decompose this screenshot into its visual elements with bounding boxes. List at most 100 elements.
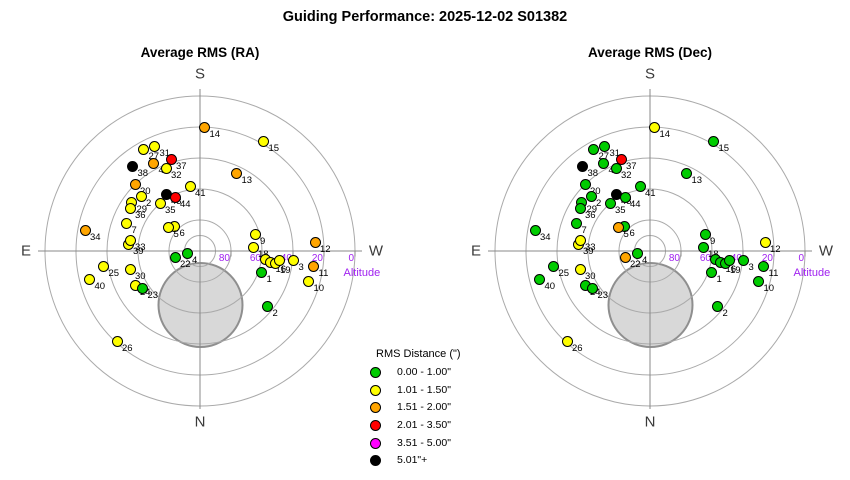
data-point-label: 30 bbox=[135, 271, 146, 282]
data-point-13 bbox=[681, 168, 692, 179]
data-point-label: 34 bbox=[90, 232, 101, 243]
data-point-2 bbox=[135, 190, 147, 202]
legend-item-label: 0.00 - 1.00" bbox=[397, 366, 451, 378]
data-point-label: 13 bbox=[241, 175, 253, 186]
data-point-41 bbox=[634, 181, 646, 192]
compass-label-s: S bbox=[194, 65, 206, 83]
data-point-15 bbox=[708, 136, 719, 147]
data-point-label: 32 bbox=[621, 170, 632, 181]
data-point-5 bbox=[163, 222, 174, 233]
data-point-40 bbox=[534, 274, 545, 285]
data-point-14 bbox=[199, 121, 210, 133]
orange-swatch-icon bbox=[370, 402, 381, 414]
data-point-label: 44 bbox=[180, 198, 191, 210]
page-title: Guiding Performance: 2025-12-02 S01382 bbox=[282, 9, 568, 25]
data-point-26 bbox=[111, 336, 123, 347]
data-point-7 bbox=[571, 218, 582, 229]
data-point-20 bbox=[129, 179, 141, 190]
data-point-label: 20 bbox=[140, 186, 151, 197]
compass-label-n: N bbox=[644, 413, 656, 431]
data-point-label: 7 bbox=[131, 225, 137, 236]
altitude-tick-label: 0 bbox=[348, 252, 354, 264]
legend-item-orange: 1.51 - 2.00" bbox=[368, 399, 461, 417]
legend-item-yellow: 1.01 - 1.50" bbox=[368, 382, 461, 400]
data-point-40 bbox=[84, 274, 95, 285]
altitude-tick-label: 20 bbox=[761, 252, 773, 264]
data-point-10 bbox=[753, 275, 764, 287]
legend-item-label: 3.51 - 5.00" bbox=[397, 436, 451, 449]
data-point-label: 15 bbox=[718, 143, 730, 154]
data-point-label: 11 bbox=[318, 267, 329, 279]
data-point-18 bbox=[697, 241, 709, 253]
black-swatch-icon bbox=[370, 455, 381, 467]
data-point-label: 34 bbox=[540, 232, 551, 243]
data-point-label: 39 bbox=[583, 246, 594, 257]
data-point-44 bbox=[169, 191, 181, 203]
data-point-label: 37 bbox=[176, 160, 187, 172]
data-point-20 bbox=[579, 179, 591, 190]
data-point-label: 41 bbox=[195, 188, 206, 199]
data-point-label: 33 bbox=[585, 241, 596, 253]
data-point-23 bbox=[137, 283, 148, 294]
data-point-label: 9 bbox=[710, 235, 716, 247]
data-point-label: 41 bbox=[645, 188, 656, 199]
yellow-swatch-icon bbox=[370, 384, 381, 396]
legend-item-label: 1.51 - 2.00" bbox=[397, 401, 451, 414]
red-swatch-icon bbox=[370, 420, 381, 432]
data-point-label: 25 bbox=[558, 268, 570, 279]
data-point-label: 11 bbox=[768, 267, 779, 279]
data-point-36 bbox=[124, 203, 136, 214]
data-point-label: 38 bbox=[137, 168, 149, 179]
data-point-label: 14 bbox=[209, 128, 221, 140]
data-point-label: 23 bbox=[147, 290, 159, 301]
green-swatch-icon bbox=[370, 367, 381, 378]
data-point-9 bbox=[699, 228, 711, 240]
data-point-label: 20 bbox=[590, 186, 601, 197]
legend-item-label: 2.01 - 3.50" bbox=[397, 419, 451, 432]
data-point-label: 9 bbox=[260, 235, 266, 247]
data-point-3 bbox=[288, 255, 299, 266]
data-point-25 bbox=[548, 261, 559, 272]
legend-item-green: 0.00 - 1.00" bbox=[368, 364, 461, 382]
data-point-34 bbox=[529, 225, 541, 236]
data-point-11 bbox=[308, 260, 319, 272]
data-point-27 bbox=[138, 143, 149, 155]
data-point-label: 2 bbox=[272, 307, 278, 319]
data-point-label: 16 bbox=[725, 263, 737, 275]
data-point-3 bbox=[738, 255, 749, 266]
data-point-label: 1 bbox=[716, 274, 722, 285]
data-point-label: 25 bbox=[108, 268, 120, 279]
data-point-30 bbox=[574, 264, 586, 275]
data-point-9 bbox=[249, 228, 261, 240]
data-point-22 bbox=[169, 252, 181, 263]
data-point-2 bbox=[262, 300, 273, 312]
altitude-tick-label: 60 bbox=[249, 252, 261, 264]
data-point-23 bbox=[587, 283, 598, 294]
data-point-label: 6 bbox=[629, 228, 635, 239]
data-point-44 bbox=[619, 191, 631, 203]
data-point-25 bbox=[98, 261, 109, 272]
altitude-tick-label: 40 bbox=[280, 252, 292, 264]
data-point-1 bbox=[706, 267, 717, 278]
altitude-axis-label: Altitude bbox=[343, 267, 381, 279]
data-point-label: 40 bbox=[94, 281, 106, 292]
data-point-34 bbox=[79, 225, 91, 236]
data-point-31 bbox=[599, 141, 610, 152]
data-point-label: 23 bbox=[597, 290, 609, 301]
data-point-label: 36 bbox=[135, 210, 146, 221]
data-point-35 bbox=[154, 198, 166, 209]
data-point-label: 38 bbox=[587, 168, 599, 179]
data-point-label: 3 bbox=[748, 262, 754, 273]
data-point-30 bbox=[124, 264, 136, 275]
data-point-label: 1 bbox=[266, 274, 272, 285]
data-point-label: 33 bbox=[135, 241, 146, 253]
altitude-tick-label: 0 bbox=[798, 252, 804, 264]
data-point-12 bbox=[309, 236, 321, 248]
data-point-label: 6 bbox=[179, 228, 185, 239]
data-point-32 bbox=[610, 163, 622, 174]
data-point-label: 19 bbox=[730, 265, 741, 276]
data-point-label: 31 bbox=[159, 148, 171, 159]
data-point-label: 14 bbox=[659, 128, 671, 140]
data-point-label: 7 bbox=[581, 225, 587, 236]
legend-title: RMS Distance (") bbox=[376, 348, 461, 360]
